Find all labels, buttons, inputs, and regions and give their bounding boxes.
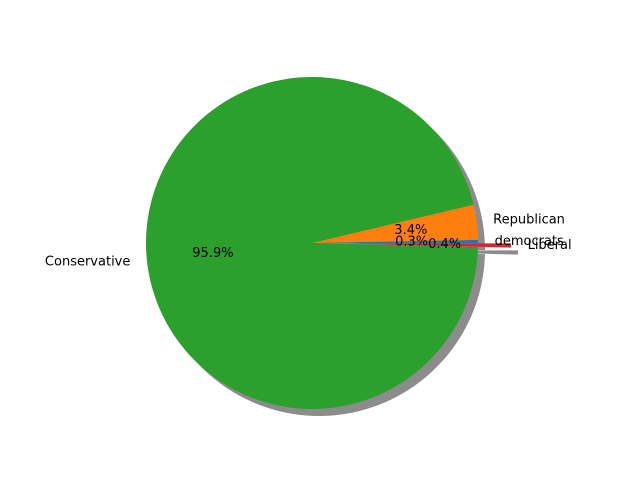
- pct-label-conservative: 95.9%: [192, 246, 233, 261]
- label-conservative: Conservative: [45, 254, 130, 269]
- slice-liberal: [344, 243, 511, 248]
- pct-label-republican: 3.4%: [394, 223, 427, 238]
- slice-conservative: [146, 76, 478, 409]
- label-republican: Republican: [493, 213, 565, 228]
- pie-labels: democrats 0.3% Republican 3.4% Conservative 9…: [45, 213, 572, 270]
- pct-label-democrats: 0.3%: [395, 235, 428, 250]
- label-liberal: Liberal: [528, 238, 572, 253]
- pie-wedges: [146, 76, 511, 409]
- label-democrats: democrats: [495, 234, 564, 249]
- slice-democrats: [312, 239, 479, 243]
- pct-label-liberal: 0.4%: [428, 237, 461, 252]
- slice-republican: [312, 204, 478, 243]
